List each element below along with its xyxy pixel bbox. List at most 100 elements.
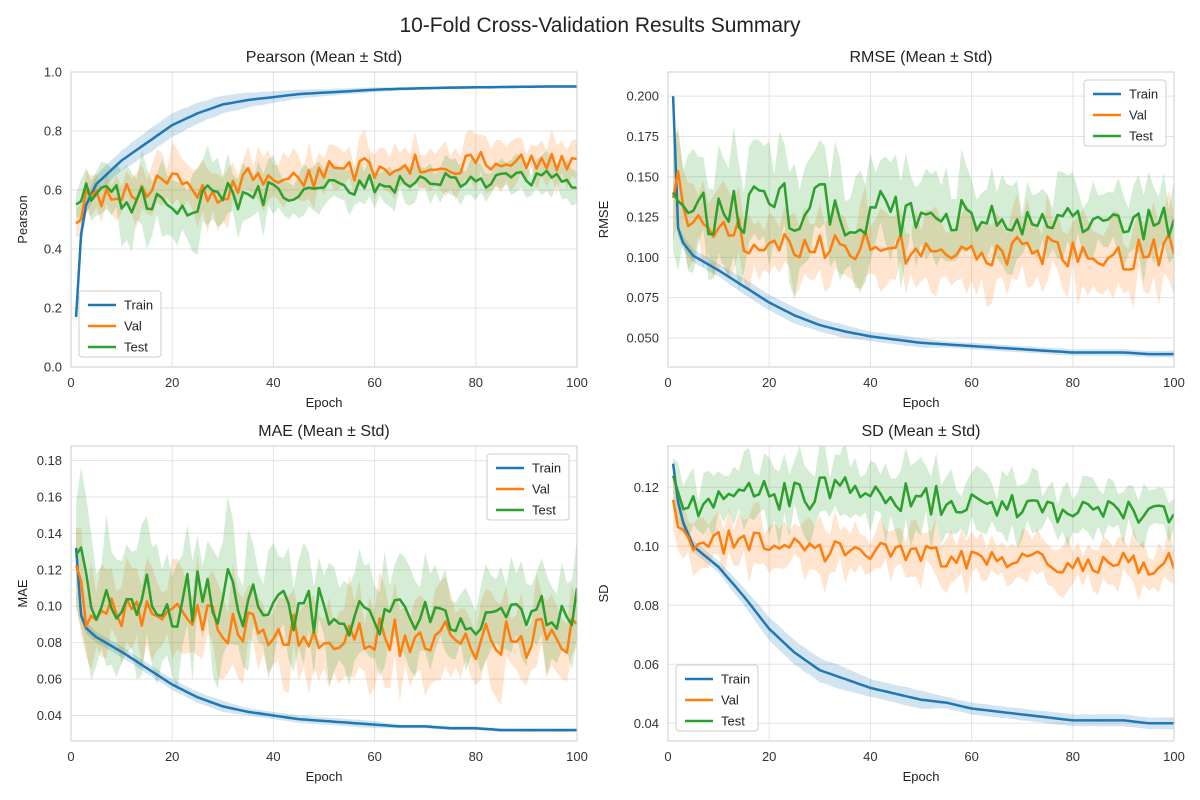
y-tick-label: 0.050 xyxy=(626,330,659,345)
subplot-sd: 0 20 40 60 80 100 0.04 0.06 0.08 0.10 0.12 SD (Mean… xyxy=(596,423,1185,784)
y-axis-label: SD xyxy=(596,584,611,602)
std-band-val xyxy=(673,470,1174,602)
line-train xyxy=(671,96,1174,356)
y-tick-label: 0.08 xyxy=(634,598,659,613)
line-train xyxy=(671,463,1174,725)
x-tick-label: 60 xyxy=(367,375,381,390)
y-tick-label: 0.12 xyxy=(37,562,62,577)
std-band-val xyxy=(673,125,1174,310)
y-tick-label: 0.04 xyxy=(37,708,62,723)
y-tick-label: 0.200 xyxy=(626,89,659,104)
legend-label-val: Val xyxy=(721,693,739,708)
y-axis-label: Pearson xyxy=(15,195,30,243)
legend-label-test: Test xyxy=(721,714,745,729)
legend: Train Val Test xyxy=(1083,79,1167,147)
x-tick-label: 40 xyxy=(863,375,877,390)
legend-box xyxy=(78,290,162,358)
line-val xyxy=(671,170,1174,271)
x-axis-label: Epoch xyxy=(306,769,343,784)
plot-data xyxy=(671,87,1174,358)
y-axis-label: RMSE xyxy=(596,200,611,238)
line-val xyxy=(74,564,577,661)
legend: Train Val Test xyxy=(675,664,759,732)
y-tick-label: 0.125 xyxy=(626,210,659,225)
subplot-title: RMSE (Mean ± Std) xyxy=(849,49,992,66)
legend-label-train: Train xyxy=(124,298,153,313)
x-tick-label: 0 xyxy=(67,375,74,390)
legend: Train Val Test xyxy=(78,290,162,358)
legend-box xyxy=(486,453,570,521)
x-tick-label: 20 xyxy=(762,375,776,390)
y-axis-label: MAE xyxy=(15,579,30,608)
y-tick-label: 0.4 xyxy=(44,242,62,257)
line-test xyxy=(75,546,577,637)
y-tick-label: 0.08 xyxy=(37,635,62,650)
x-axis-label: Epoch xyxy=(306,395,343,410)
line-val xyxy=(671,499,1174,576)
legend-label-test: Test xyxy=(1129,129,1153,144)
legend-box xyxy=(675,664,759,732)
y-tick-label: 0.150 xyxy=(626,169,659,184)
x-tick-label: 40 xyxy=(863,749,877,764)
line-test xyxy=(671,475,1174,524)
y-tick-label: 0.8 xyxy=(44,124,62,139)
y-tick-label: 0.2 xyxy=(44,301,62,316)
y-tick-label: 0.100 xyxy=(626,250,659,265)
x-tick-label: 80 xyxy=(1066,375,1080,390)
x-tick-label: 0 xyxy=(67,749,74,764)
x-axis-label: Epoch xyxy=(903,769,940,784)
y-tick-label: 0.6 xyxy=(44,183,62,198)
x-axis-label: Epoch xyxy=(903,395,940,410)
axes-frame xyxy=(667,71,1175,368)
legend-label-test: Test xyxy=(124,340,148,355)
x-tick-label: 20 xyxy=(762,749,776,764)
y-tick-label: 0.18 xyxy=(37,453,62,468)
x-tick-label: 100 xyxy=(566,749,588,764)
subplot-pearson: 0 20 40 60 80 100 0.0 0.2 0.4 0.6 0.8 1.0 Pearson (M… xyxy=(15,49,588,410)
line-train xyxy=(74,85,577,317)
x-tick-label: 40 xyxy=(266,375,280,390)
line-test xyxy=(75,169,577,217)
std-band-test xyxy=(673,446,1174,553)
y-tick-label: 1.0 xyxy=(44,65,62,80)
axes-frame xyxy=(667,445,1175,742)
legend-label-train: Train xyxy=(1129,87,1158,102)
legend-label-train: Train xyxy=(532,461,561,476)
legend-label-val: Val xyxy=(532,482,550,497)
y-tick-label: 0.06 xyxy=(37,672,62,687)
x-tick-label: 80 xyxy=(1066,749,1080,764)
y-tick-label: 0.14 xyxy=(37,526,62,541)
y-tick-label: 0.16 xyxy=(37,489,62,504)
legend: Train Val Test xyxy=(486,453,570,521)
subplot-mae: 0 20 40 60 80 100 0.04 0.06 0.08 0.10 0.12 0.14 0.16… xyxy=(15,423,588,784)
y-tick-label: 0.0 xyxy=(44,360,62,375)
plot-data xyxy=(74,84,577,329)
figure-title: 10-Fold Cross-Validation Results Summary xyxy=(399,14,801,37)
x-tick-label: 80 xyxy=(469,375,483,390)
x-tick-label: 40 xyxy=(266,749,280,764)
y-tick-label: 0.12 xyxy=(634,480,659,495)
x-tick-label: 100 xyxy=(1163,375,1185,390)
y-tick-label: 0.06 xyxy=(634,657,659,672)
x-tick-label: 0 xyxy=(664,375,671,390)
x-tick-label: 60 xyxy=(964,749,978,764)
y-tick-label: 0.04 xyxy=(634,716,659,731)
line-train xyxy=(74,547,577,732)
line-test xyxy=(672,182,1174,241)
legend-label-train: Train xyxy=(721,672,750,687)
legend-box xyxy=(1083,79,1167,147)
subplot-rmse: 0 20 40 60 80 100 0.050 0.075 0.100 0.125 0.150 0.1… xyxy=(596,49,1185,410)
y-tick-label: 0.10 xyxy=(634,539,659,554)
x-tick-label: 20 xyxy=(165,375,179,390)
x-tick-label: 0 xyxy=(664,749,671,764)
plot-data xyxy=(671,446,1174,730)
x-tick-label: 100 xyxy=(566,375,588,390)
legend-label-val: Val xyxy=(1129,108,1147,123)
line-val xyxy=(75,150,577,225)
axes-frame xyxy=(70,71,578,368)
legend-label-val: Val xyxy=(124,319,142,334)
y-tick-label: 0.075 xyxy=(626,290,659,305)
x-tick-label: 80 xyxy=(469,749,483,764)
